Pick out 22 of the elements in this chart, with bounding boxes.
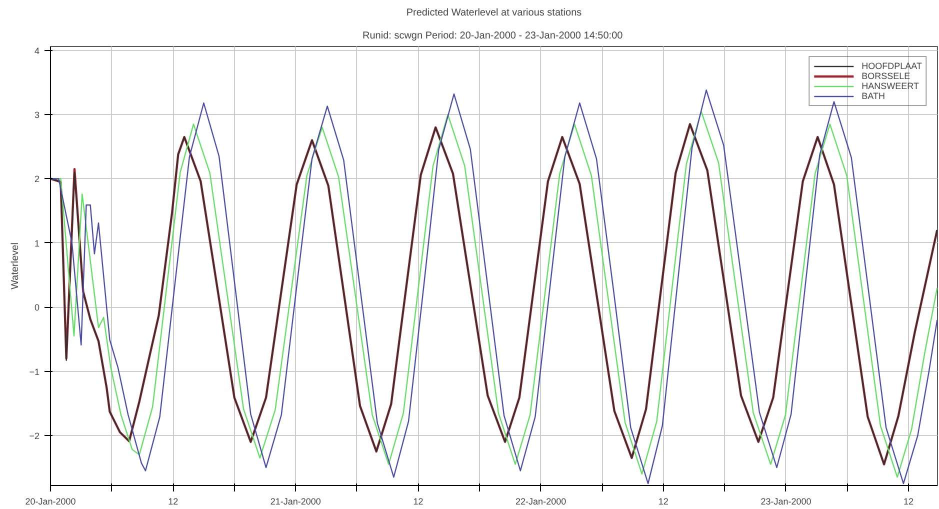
y-tick-label: 0	[34, 302, 40, 313]
y-tick-label: 3	[34, 110, 40, 120]
legend-label: HOOFDPLAAT	[862, 61, 922, 71]
x-tick-label: 22-Jan-2000	[516, 496, 566, 506]
y-tick-label: 4	[34, 46, 40, 56]
y-tick-label: 1	[34, 238, 40, 248]
x-tick-label: 12	[658, 496, 668, 506]
x-tick-label: 21-Jan-2000	[270, 496, 321, 506]
legend-label: HANSWEERT	[862, 81, 919, 91]
legend-label: BATH	[862, 91, 885, 101]
x-tick-label: 20-Jan-2000	[25, 496, 76, 506]
y-axis-title: Waterlevel	[10, 242, 22, 290]
y-tick-label: 2	[34, 174, 40, 184]
y-tick-label: −2	[29, 430, 40, 441]
x-tick-label: 12	[413, 496, 424, 506]
x-tick-label: 12	[168, 496, 178, 506]
legend-label: BORSSELE	[862, 71, 910, 81]
chart-title: Predicted Waterlevel at various stations	[406, 8, 582, 18]
chart-subtitle: Runid: scwgn Period: 20-Jan-2000 - 23-Jan-2000 14:50:00	[362, 30, 624, 42]
x-tick-label: 12	[904, 496, 914, 506]
x-tick-label: 23-Jan-2000	[760, 496, 812, 506]
y-tick-label: −1	[29, 366, 40, 377]
